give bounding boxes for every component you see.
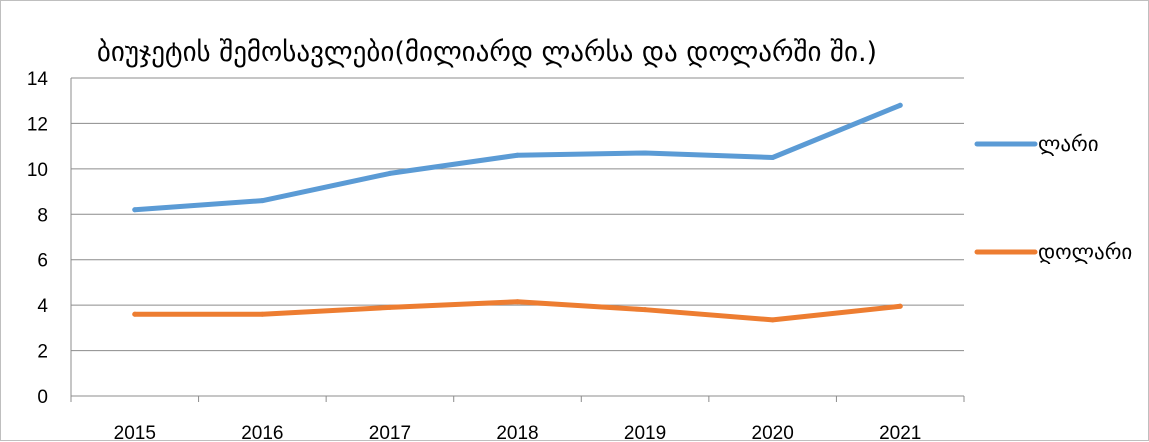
legend-label: დოლარი xyxy=(1038,240,1132,264)
data-point xyxy=(515,299,520,305)
y-axis-ticks: 0 2 4 6 8 10 12 14 xyxy=(27,69,49,408)
gridlines xyxy=(70,77,964,397)
y-tick-label: 12 xyxy=(27,114,48,135)
x-tick-label: 2021 xyxy=(879,423,921,442)
data-point xyxy=(642,150,648,156)
data-point xyxy=(770,317,776,323)
data-point xyxy=(515,152,520,158)
x-tick-label: 2020 xyxy=(752,423,794,442)
series-lines xyxy=(132,102,903,323)
x-axis-ticks: 2015 2016 2017 2018 2019 2020 2021 xyxy=(70,396,965,442)
y-tick-label: 8 xyxy=(37,205,48,226)
data-point xyxy=(897,102,903,108)
data-point xyxy=(770,155,776,160)
y-tick-label: 10 xyxy=(27,160,48,181)
y-tick-label: 4 xyxy=(37,296,48,317)
y-tick-label: 0 xyxy=(37,387,48,408)
data-point xyxy=(897,303,903,309)
series-line xyxy=(132,299,903,323)
data-point xyxy=(132,207,138,213)
x-tick-label: 2018 xyxy=(496,423,538,442)
legend-label: ლარი xyxy=(1038,132,1099,156)
y-tick-label: 2 xyxy=(37,342,48,363)
chart-title: ბიუჯეტის შემოსავლები(მილიარდ ლარსა და დო… xyxy=(97,37,877,68)
x-tick-label: 2016 xyxy=(241,423,283,442)
x-tick-label: 2019 xyxy=(624,423,666,442)
y-tick-label: 14 xyxy=(27,69,49,90)
legend: ლარი დოლარი xyxy=(974,132,1132,264)
data-point xyxy=(387,170,393,176)
x-tick-label: 2017 xyxy=(369,423,411,442)
x-tick-label: 2015 xyxy=(114,423,156,442)
y-tick-label: 6 xyxy=(37,251,48,272)
data-point xyxy=(387,304,393,310)
data-point xyxy=(642,307,648,313)
data-point xyxy=(132,311,138,317)
data-point xyxy=(259,198,265,204)
data-point xyxy=(259,311,265,317)
